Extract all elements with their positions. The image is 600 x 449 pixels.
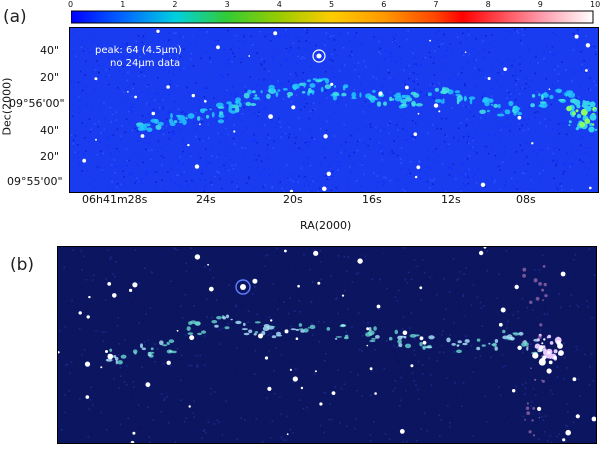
y-tick-40-a: 40" [40,44,60,57]
panel-a-image [69,27,599,193]
colorbar-tick-label: 3 [224,0,230,9]
colorbar-tick-label: 10 [590,0,600,9]
x-tick-28s: 06h41m28s [82,193,148,206]
panel-b-label: (b) [10,255,35,275]
peak-note: peak: 64 (4.5μm) [95,45,182,56]
colorbar-tick-label: 2 [172,0,178,9]
colorbar-tick-label: 8 [485,0,491,9]
x-tick-16s: 16s [362,193,382,206]
x-tick-20s: 20s [283,193,303,206]
y-tick-20-a: 20" [40,71,60,84]
colorbar-tick-label: 1 [120,0,126,9]
colorbar-tick-label: 9 [537,0,543,9]
y-tick-20-b: 20" [40,150,60,163]
colorbar-graphic [71,10,594,24]
x-axis-title: RA(2000) [300,219,352,232]
panel-a-map [70,28,598,192]
colorbar-tick-label: 0 [68,0,74,9]
colorbar-tick-label: 5 [329,0,335,9]
y-tick-55-00: 09°55'00" [7,175,63,188]
x-tick-24s: 24s [196,193,216,206]
x-tick-08s: 08s [516,193,536,206]
colorbar-tick-label: 7 [433,0,439,9]
y-tick-40-b: 40" [40,124,60,137]
colorbar [71,0,597,26]
panel-b-image [57,246,597,444]
panel-a-label: (a) [3,7,27,27]
y-tick-56-00: 09°56'00" [9,97,65,110]
x-tick-12s: 12s [441,193,461,206]
colorbar-tick-label: 4 [276,0,282,9]
colorbar-ticks: 0 1 2 3 4 5 6 7 8 9 10 [68,0,600,12]
panel-b-map [58,247,596,443]
colorbar-tick-label: 6 [381,0,387,9]
no-24um-note: no 24μm data [110,58,181,69]
